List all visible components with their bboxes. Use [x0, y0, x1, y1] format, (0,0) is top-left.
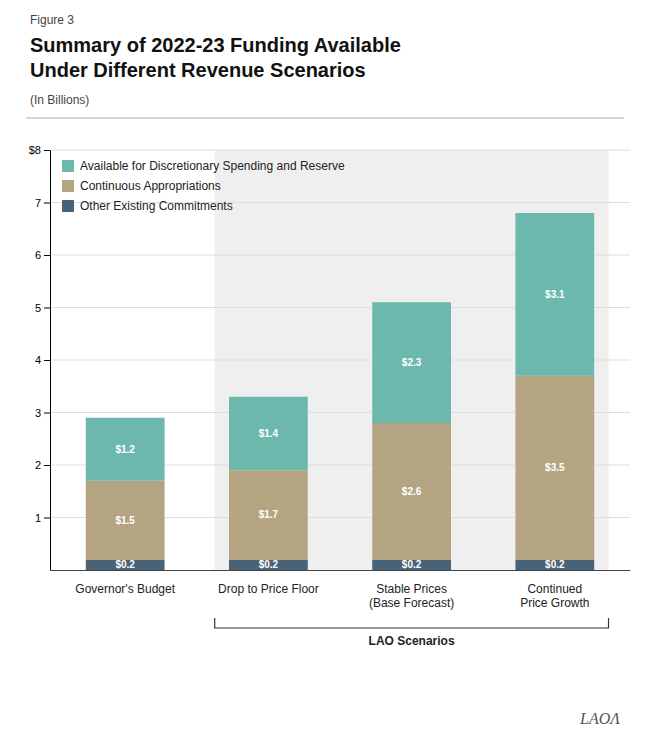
y-tick-label: 3 [35, 407, 41, 419]
data-label: $1.2 [115, 444, 135, 455]
legend-swatch [62, 160, 74, 172]
data-label: $2.6 [402, 486, 422, 497]
y-tick-label: 6 [35, 249, 41, 261]
y-tick-mark [44, 413, 50, 414]
bars [86, 213, 594, 570]
chart: Figure 3 Summary of 2022-23 Funding Avail… [0, 0, 650, 741]
bar-segment [515, 376, 594, 560]
data-label: $0.2 [545, 559, 565, 570]
y-tick: 5 [35, 302, 50, 314]
legend: Available for Discretionary Spending and… [62, 159, 345, 213]
figure-label: Figure 3 [30, 13, 74, 27]
title-line: Under Different Revenue Scenarios [30, 59, 366, 81]
y-tick-mark [44, 150, 50, 151]
bar-series [86, 376, 594, 560]
x-tick-label-line: (Base Forecast) [369, 596, 454, 610]
bar-segment [372, 302, 451, 423]
legend-label: Continuous Appropriations [80, 179, 221, 193]
annotation: LAO Scenarios [369, 634, 455, 648]
bar-segment [86, 560, 165, 571]
data-label: $2.3 [402, 357, 422, 368]
y-tick-label: 7 [35, 197, 41, 209]
bar-segment [372, 423, 451, 560]
x-tick: Stable Prices(Base Forecast) [369, 570, 454, 610]
bar-series [86, 213, 594, 481]
y-tick-mark [44, 308, 50, 309]
bar-segment [229, 560, 308, 571]
header-rule [26, 118, 624, 119]
y-tick: 1 [35, 512, 50, 524]
data-label: $1.5 [115, 515, 135, 526]
legend-label: Available for Discretionary Spending and… [80, 159, 345, 173]
subtitle: (In Billions) [30, 93, 89, 107]
y-tick-mark [44, 203, 50, 204]
y-axis: 1 2 3 4 5 6 7 $8 [29, 144, 51, 570]
x-tick-label-line: Governor's Budget [75, 582, 175, 596]
x-tick-label: Governor's Budget [75, 582, 175, 596]
data-label: $1.7 [259, 509, 279, 520]
bar-series [86, 560, 594, 571]
data-label: $0.2 [259, 559, 279, 570]
y-tick-label: 1 [35, 512, 41, 524]
data-label: $3.1 [545, 289, 565, 300]
bar-segment [372, 560, 451, 571]
x-tick-label-line: Drop to Price Floor [218, 582, 319, 596]
x-tick: Drop to Price Floor [218, 570, 319, 596]
y-tick: $8 [29, 144, 50, 156]
data-label: $0.2 [115, 559, 135, 570]
x-tick: Governor's Budget [75, 570, 175, 596]
y-axis-line [50, 151, 51, 571]
legend-label: Other Existing Commitments [80, 199, 233, 213]
title-line: Summary of 2022-23 Funding Available [30, 34, 401, 56]
legend-item: Continuous Appropriations [62, 179, 221, 193]
x-tick-label-line: Continued [527, 582, 582, 596]
y-tick: 3 [35, 407, 50, 419]
y-tick-mark [44, 465, 50, 466]
legend-swatch [62, 200, 74, 212]
x-tick-label-line: Stable Prices [376, 582, 447, 596]
y-tick-mark [44, 518, 50, 519]
y-tick-mark [44, 255, 50, 256]
x-tick-label-line: Price Growth [520, 596, 589, 610]
bar-segment [86, 418, 165, 481]
y-tick: 7 [35, 197, 50, 209]
watermark: LAOΛ [579, 710, 620, 727]
y-tick-label: 2 [35, 459, 41, 471]
y-tick-label: $8 [29, 144, 41, 156]
x-tick: ContinuedPrice Growth [520, 570, 589, 610]
data-label: $3.5 [545, 462, 565, 473]
y-tick-mark [44, 360, 50, 361]
x-axis: Governor's Budget Drop to Price Floor Stab… [51, 570, 631, 610]
legend-item: Available for Discretionary Spending and… [62, 159, 345, 173]
y-tick: 4 [35, 354, 50, 366]
bracket [215, 618, 609, 628]
title: Summary of 2022-23 Funding Available Unde… [30, 34, 401, 81]
data-labels: $0.2 $0.2 $0.2 $0.2 $1.5 $1.7 $2.6 $3.5 $1.2 $1.4… [115, 289, 565, 570]
y-tick: 2 [35, 459, 50, 471]
bar-segment [86, 481, 165, 560]
data-label: $0.2 [402, 559, 422, 570]
bar-segment [229, 470, 308, 559]
grid-line [50, 150, 630, 151]
x-tick-label: Stable Prices(Base Forecast) [369, 582, 454, 610]
bar-segment [515, 213, 594, 376]
x-tick-label: Drop to Price Floor [218, 582, 319, 596]
bar-segment [515, 560, 594, 571]
data-label: $1.4 [259, 428, 279, 439]
y-tick-label: 4 [35, 354, 41, 366]
y-tick: 6 [35, 249, 50, 261]
x-axis-line [51, 570, 631, 571]
legend-swatch [62, 180, 74, 192]
x-tick-label: ContinuedPrice Growth [520, 582, 589, 610]
legend-item: Other Existing Commitments [62, 199, 233, 213]
bar-segment [229, 397, 308, 471]
y-tick-label: 5 [35, 302, 41, 314]
